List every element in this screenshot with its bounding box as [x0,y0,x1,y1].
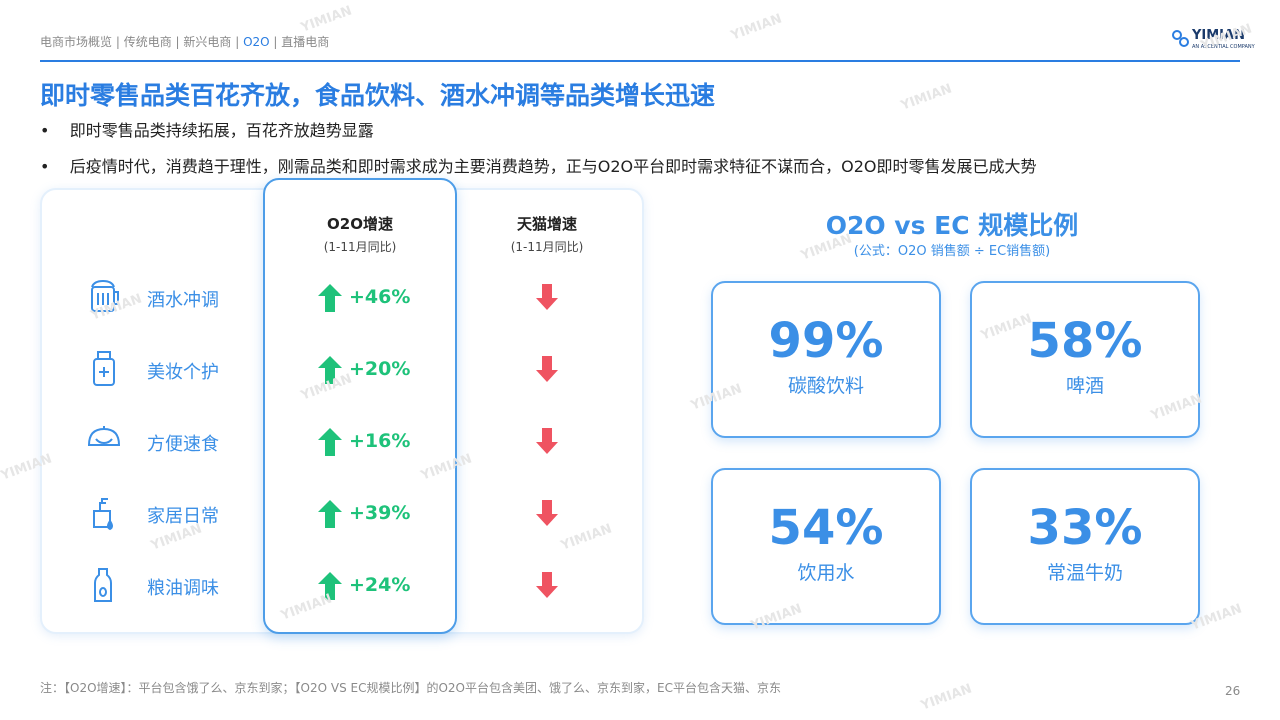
category-icon [86,421,124,465]
highlight-column [263,178,457,634]
rule [40,60,1240,62]
crumb: 电商市场概览 [40,35,113,49]
ratio-card: 54% 饮用水 [711,468,941,625]
page-number: 26 [1225,684,1241,698]
o2o-growth: +24% [349,574,411,596]
breadcrumb: 电商市场概览 | 传统电商 | 新兴电商 | O2O | 直播电商 [40,35,330,49]
logo-mark [1172,30,1189,47]
o2o-growth: +16% [349,430,411,452]
up-arrow [318,572,342,604]
up-arrow [318,428,342,460]
watermark: YIMIAN [729,11,784,44]
category-label: 家居日常 [147,506,219,527]
up-arrow [318,500,342,532]
category-icon [86,565,124,609]
o2o-growth: +39% [349,502,411,524]
column-title: 天猫增速 [516,215,577,233]
ratio-value: 58% [1027,313,1143,369]
column-title: O2O增速 [327,215,393,233]
column-header: O2O增速 (1-11月同比) [263,213,457,255]
down-arrow [536,572,558,602]
bullet: • 即时零售品类持续拓展，百花齐放趋势显露 [40,121,374,140]
bullet-text: 即时零售品类持续拓展，百花齐放趋势显露 [69,121,374,140]
category-label: 粮油调味 [147,578,219,599]
logo-text: YIMIAN [1192,28,1245,43]
ratio-title: O2O vs EC 规模比例 [825,211,1079,240]
watermark: YIMIAN [299,3,354,36]
ratio-subtitle: (公式：O2O 销售额 ÷ EC销售额) [853,244,1051,259]
o2o-growth: +20% [349,358,411,380]
category-label: 方便速食 [147,434,219,455]
ratio-value: 33% [1027,500,1143,556]
ratio-value: 99% [768,313,884,369]
column-sub: (1-11月同比) [510,240,584,254]
up-arrow [318,356,342,388]
watermark: YIMIAN [899,81,954,114]
down-arrow [536,284,558,314]
category-label: 美妆个护 [147,362,219,383]
category-label: 酒水冲调 [147,290,219,311]
up-arrow [318,284,342,316]
title: 即时零售品类百花齐放，食品饮料、酒水冲调等品类增长迅速 [40,81,716,110]
category-icon [86,493,124,537]
column-header: 天猫增速 (1-11月同比) [450,213,644,255]
column-sub: (1-11月同比) [323,240,397,254]
ratio-value: 54% [768,500,884,556]
crumb: 传统电商 [123,35,172,49]
category-icon [86,349,124,393]
ratio-label: 常温牛奶 [1046,562,1123,584]
ratio-label: 饮用水 [797,562,855,584]
crumb: 新兴电商 [183,35,232,49]
ratio-label: 碳酸饮料 [787,375,864,397]
ratio-card: 58% 啤酒 [970,281,1200,438]
category-icon [86,277,124,321]
o2o-growth: +46% [349,286,411,308]
watermark: YIMIAN [919,681,974,714]
crumb: O2O [243,35,270,49]
crumb: 直播电商 [281,35,330,49]
logo-sub: AN ASCENTIAL COMPANY [1192,44,1255,50]
ratio-label: 啤酒 [1065,375,1104,397]
bullet: • 后疫情时代，消费趋于理性，刚需品类和即时需求成为主要消费趋势，正与O2O平台… [40,157,1037,176]
footnote: 注：【O2O增速】：平台包含饿了么、京东到家；【O2O VS EC规模比例】的O… [40,681,781,695]
down-arrow [536,356,558,386]
down-arrow [536,500,558,530]
ratio-card: 99% 碳酸饮料 [711,281,941,438]
down-arrow [536,428,558,458]
ratio-card: 33% 常温牛奶 [970,468,1200,625]
bullet-text: 后疫情时代，消费趋于理性，刚需品类和即时需求成为主要消费趋势，正与O2O平台即时… [69,157,1037,176]
